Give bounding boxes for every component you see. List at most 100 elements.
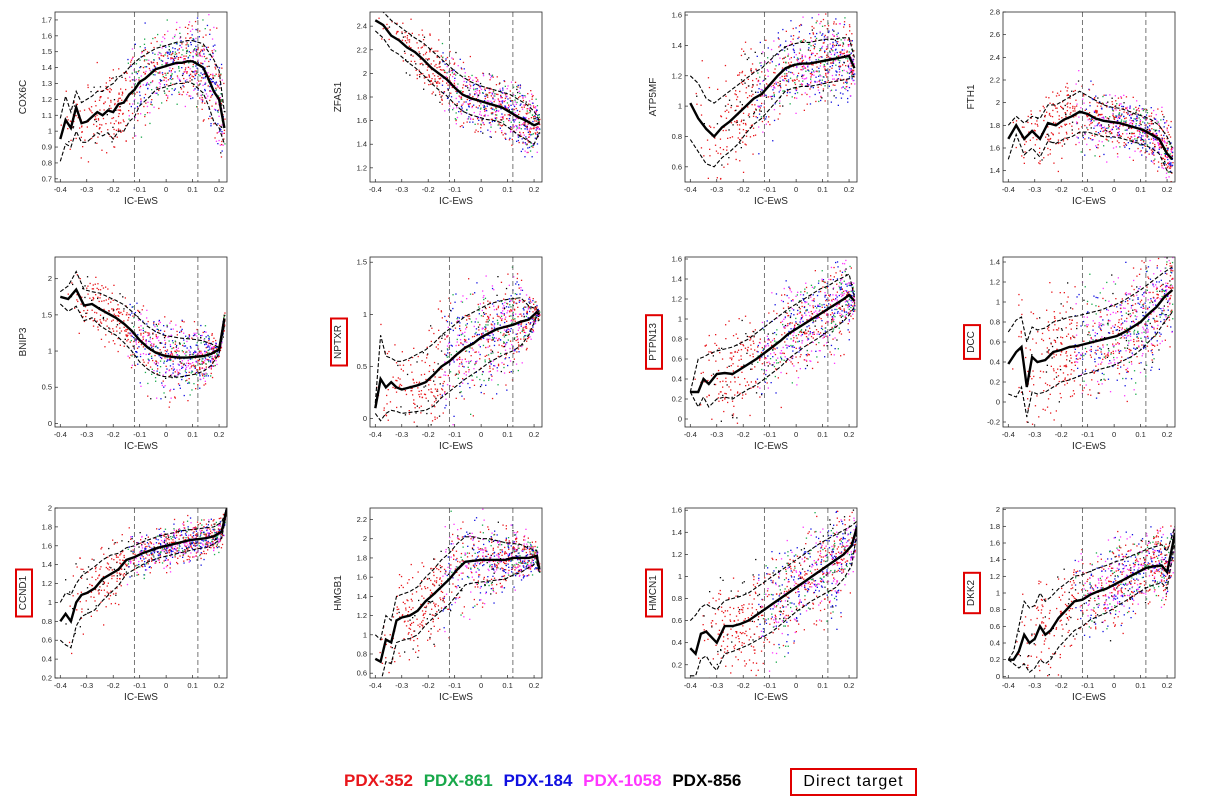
scatter-point xyxy=(1077,137,1079,139)
scatter-point xyxy=(528,103,530,105)
scatter-point xyxy=(505,138,507,140)
scatter-point xyxy=(136,355,138,358)
scatter-point xyxy=(533,303,535,305)
scatter-point xyxy=(137,102,139,104)
scatter-point xyxy=(428,384,430,386)
scatter-point xyxy=(138,79,140,81)
scatter-point xyxy=(420,73,422,75)
scatter-point xyxy=(204,343,206,346)
scatter-point xyxy=(404,40,407,42)
scatter-point xyxy=(152,52,154,54)
scatter-point xyxy=(121,313,124,316)
scatter-point xyxy=(1084,109,1086,111)
scatter-point xyxy=(109,135,111,137)
scatter-point xyxy=(534,116,536,118)
scatter-point xyxy=(155,334,157,336)
scatter-point xyxy=(1061,157,1063,159)
scatter-point xyxy=(134,93,136,95)
scatter-point xyxy=(179,37,181,39)
scatter-point xyxy=(161,382,163,384)
scatter-point xyxy=(533,320,535,322)
scatter-point xyxy=(195,48,198,51)
scatter-point xyxy=(161,102,163,104)
scatter-point xyxy=(144,115,146,118)
scatter-point xyxy=(1098,102,1100,104)
scatter-point xyxy=(1052,109,1054,112)
scatter-point xyxy=(757,72,759,74)
scatter-point xyxy=(176,350,178,352)
scatter-point xyxy=(810,72,812,75)
scatter-point xyxy=(1163,126,1165,128)
scatter-point xyxy=(132,306,134,308)
scatter-point xyxy=(153,324,155,326)
scatter-point xyxy=(850,71,852,73)
scatter-point xyxy=(788,71,790,73)
scatter-point xyxy=(156,365,159,367)
scatter-point xyxy=(132,315,134,317)
scatter-point xyxy=(158,82,160,84)
scatter-point xyxy=(508,333,510,336)
scatter-point xyxy=(1058,132,1060,134)
scatter-point xyxy=(477,130,479,133)
scatter-point xyxy=(132,79,134,81)
scatter-point xyxy=(709,148,711,150)
scatter-point xyxy=(477,80,479,83)
scatter-point xyxy=(504,114,506,116)
scatter-point xyxy=(220,73,222,75)
scatter-point xyxy=(773,87,775,89)
scatter-point xyxy=(819,50,821,52)
y-tick-label: 0.7 xyxy=(42,174,52,183)
y-tick-label: 0.8 xyxy=(672,132,682,141)
scatter-point xyxy=(171,57,173,59)
scatter-point xyxy=(170,58,172,60)
scatter-point xyxy=(74,307,76,309)
scatter-point xyxy=(484,297,487,299)
scatter-point xyxy=(455,51,457,54)
scatter-point xyxy=(150,355,153,357)
scatter-point xyxy=(536,126,538,128)
scatter-point xyxy=(1066,133,1068,135)
scatter-point xyxy=(788,71,790,73)
scatter-point xyxy=(159,71,161,73)
scatter-point xyxy=(177,58,179,60)
x-tick-label: -0.1 xyxy=(133,430,146,439)
scatter-point xyxy=(1165,153,1167,155)
scatter-point xyxy=(1099,114,1101,116)
scatter-point xyxy=(404,52,406,54)
scatter-point xyxy=(495,93,498,95)
scatter-point xyxy=(155,360,157,362)
scatter-point xyxy=(165,353,167,355)
scatter-point xyxy=(204,28,206,30)
scatter-point xyxy=(847,90,849,92)
scatter-point xyxy=(491,102,493,104)
scatter-point xyxy=(205,336,207,338)
scatter-point xyxy=(837,55,839,57)
scatter-point xyxy=(186,71,188,73)
scatter-point xyxy=(1124,129,1126,131)
scatter-point xyxy=(742,129,745,131)
scatter-point xyxy=(1157,151,1160,153)
x-axis-label: IC-EwS xyxy=(439,196,473,207)
scatter-point xyxy=(167,72,169,74)
scatter-point xyxy=(740,54,743,57)
scatter-point xyxy=(535,120,538,122)
scatter-point xyxy=(707,177,709,179)
scatter-point xyxy=(156,397,158,399)
scatter-point xyxy=(811,63,813,66)
scatter-point xyxy=(1166,150,1169,152)
scatter-point xyxy=(500,95,502,98)
scatter-point xyxy=(1089,120,1091,123)
scatter-point xyxy=(525,136,527,138)
scatter-point xyxy=(94,311,96,314)
scatter-point xyxy=(125,125,127,127)
scatter-point xyxy=(1158,146,1161,148)
scatter-point xyxy=(72,126,75,128)
scatter-point xyxy=(839,60,841,62)
scatter-point xyxy=(1115,146,1117,148)
scatter-point xyxy=(488,89,490,91)
scatter-point xyxy=(151,62,153,64)
scatter-point xyxy=(482,122,484,124)
scatter-point xyxy=(178,364,180,366)
scatter-point xyxy=(1044,114,1046,117)
scatter-point xyxy=(190,95,192,97)
